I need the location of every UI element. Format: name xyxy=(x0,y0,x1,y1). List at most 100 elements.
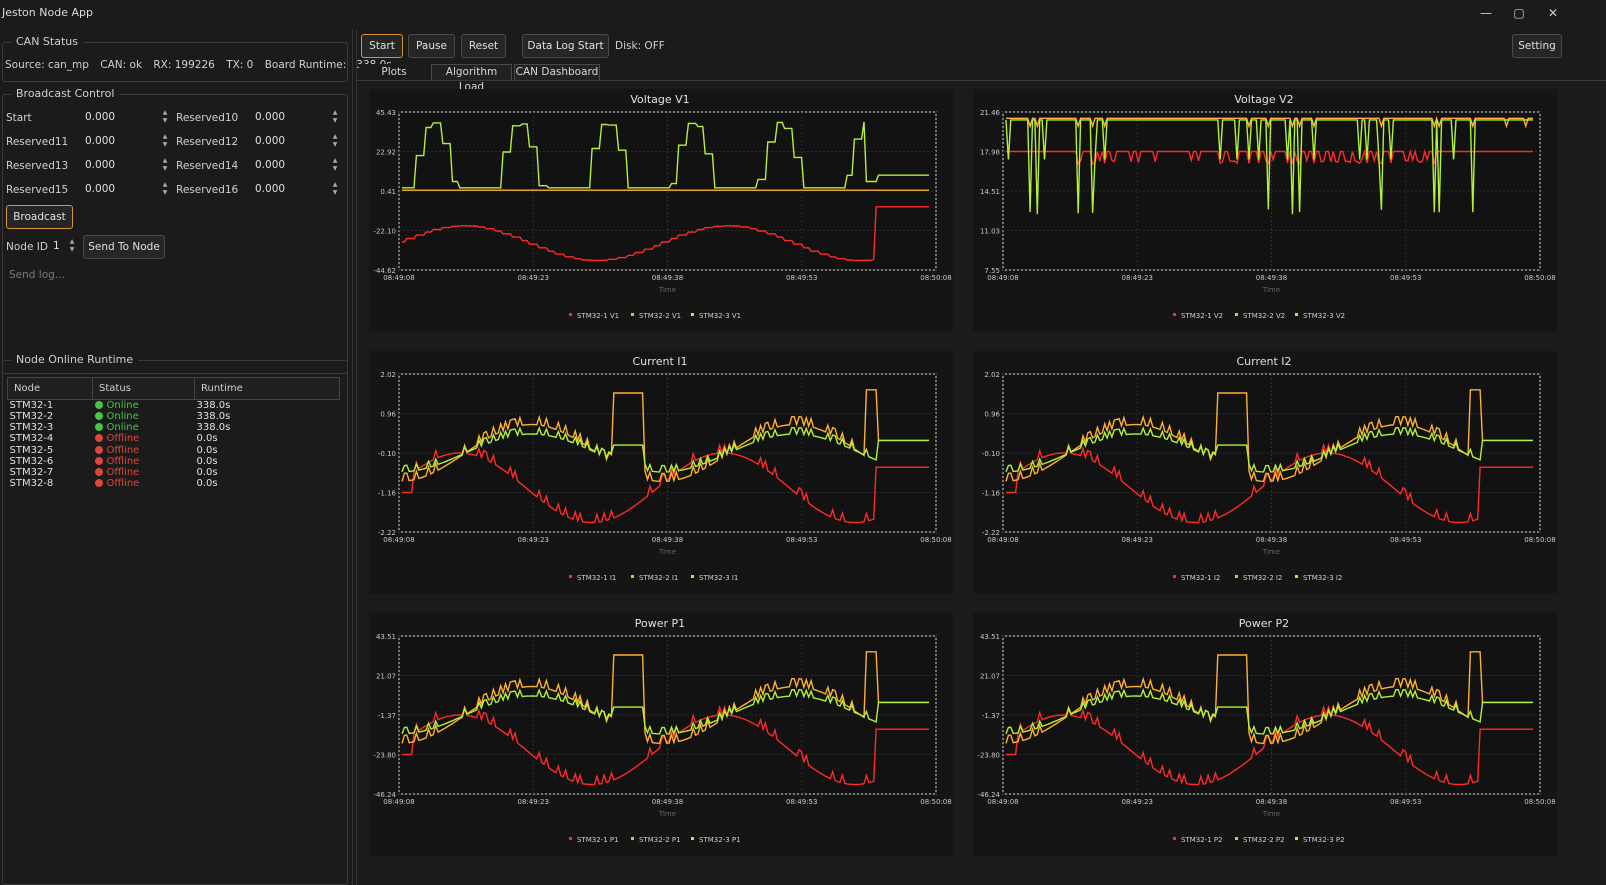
y-tick-label: 43.51 xyxy=(376,633,396,641)
y-tick-label: 14.51 xyxy=(980,188,1000,196)
node-name: STM32-8 xyxy=(9,478,54,490)
x-tick-label: 08:49:23 xyxy=(518,536,549,544)
plot-voltage-v2[interactable]: Voltage V2 21.46 17.98 14.51 11.03 7.55 08:49:… xyxy=(973,89,1557,332)
legend-label[interactable]: STM32-3 I2 xyxy=(1303,574,1342,582)
node-status: Offline xyxy=(93,478,195,489)
y-tick-label: 43.51 xyxy=(980,633,1000,641)
legend-swatch xyxy=(691,313,694,316)
node-runtime: 0.0s xyxy=(196,444,218,456)
y-tick-label: -46.24 xyxy=(977,791,1000,799)
field-input-reserved16[interactable]: 0.000 ▲ ▼ xyxy=(255,181,340,199)
node-name: STM32-5 xyxy=(9,444,54,456)
close-icon[interactable]: ✕ xyxy=(1547,6,1559,20)
x-tick-label: 08:50:08 xyxy=(920,798,951,806)
broadcast-button[interactable]: Broadcast xyxy=(6,205,73,229)
legend-label[interactable]: STM32-2 I2 xyxy=(1243,574,1282,582)
spin-arrows-icon[interactable]: ▲ ▼ xyxy=(162,157,168,172)
legend-label[interactable]: STM32-2 I1 xyxy=(639,574,678,582)
spin-arrows-icon[interactable]: ▲ ▼ xyxy=(162,133,168,148)
data-log-start-button[interactable]: Data Log Start xyxy=(522,34,609,58)
node-runtime: 0.0s xyxy=(196,433,218,445)
table-row[interactable]: STM32-2 Online 338.0s xyxy=(8,411,340,422)
table-row[interactable]: STM32-8 Offline 0.0s xyxy=(8,478,340,489)
y-tick-label: -46.24 xyxy=(373,791,396,799)
send-log-area[interactable]: Send log... xyxy=(9,269,65,281)
plot-power-p1[interactable]: Power P1 43.51 21.07 -1.37 -23.80 -46.24 08:49… xyxy=(369,613,953,856)
field-label-reserved10: Reserved10 xyxy=(176,112,239,124)
plot-voltage-v1[interactable]: Voltage V1 45.43 22.92 0.41 -22.10 -44.62 08:4… xyxy=(369,89,953,332)
legend-label[interactable]: STM32-3 I1 xyxy=(699,574,738,582)
legend-label[interactable]: STM32-3 P1 xyxy=(699,836,741,844)
can-state: CAN: ok xyxy=(100,59,143,71)
table-row[interactable]: STM32-1 Online 338.0s xyxy=(8,400,340,411)
maximize-icon[interactable]: ▢ xyxy=(1513,6,1525,20)
panel-splitter[interactable] xyxy=(352,30,357,885)
tab-can-dashboard[interactable]: CAN Dashboard xyxy=(514,64,600,80)
legend-label[interactable]: STM32-3 P2 xyxy=(1303,836,1345,844)
y-tick-label: 0.41 xyxy=(380,188,396,196)
legend-swatch xyxy=(1295,837,1298,840)
spin-arrows-icon[interactable]: ▲ ▼ xyxy=(69,238,75,253)
table-row[interactable]: STM32-7 Offline 0.0s xyxy=(8,467,340,478)
legend-label[interactable]: STM32-1 I2 xyxy=(1181,574,1220,582)
x-tick-label: 08:50:08 xyxy=(1524,798,1555,806)
legend-label[interactable]: STM32-1 P1 xyxy=(577,836,619,844)
node-online-group: Node Online Runtime xyxy=(2,353,348,885)
field-label-reserved13: Reserved13 xyxy=(6,160,69,172)
legend-label[interactable]: STM32-1 V1 xyxy=(577,312,619,320)
plot-current-i2[interactable]: Current I2 2.02 0.96 -0.10 -1.16 -2.22 08:49:0… xyxy=(973,351,1557,594)
y-tick-label: -2.22 xyxy=(982,529,1000,537)
legend-label[interactable]: STM32-1 I1 xyxy=(577,574,616,582)
legend-label[interactable]: STM32-2 P1 xyxy=(639,836,681,844)
legend-label[interactable]: STM32-3 V1 xyxy=(699,312,741,320)
field-input-reserved13[interactable]: 0.000 ▲ ▼ xyxy=(85,157,170,175)
reset-button[interactable]: Reset xyxy=(461,34,506,58)
spin-arrows-icon[interactable]: ▲ ▼ xyxy=(332,157,338,172)
table-row[interactable]: STM32-5 Offline 0.0s xyxy=(8,445,340,456)
field-input-reserved10[interactable]: 0.000 ▲ ▼ xyxy=(255,109,340,127)
y-tick-label: 11.03 xyxy=(980,228,1000,236)
legend-label[interactable]: STM32-3 V2 xyxy=(1303,312,1345,320)
spin-arrows-icon[interactable]: ▲ ▼ xyxy=(332,181,338,196)
send-to-node-button[interactable]: Send To Node xyxy=(83,235,165,259)
tab-algorithm-load[interactable]: Algorithm Load xyxy=(431,64,512,93)
legend-label[interactable]: STM32-2 V2 xyxy=(1243,312,1285,320)
legend-label[interactable]: STM32-2 P2 xyxy=(1243,836,1285,844)
spin-arrows-icon[interactable]: ▲ ▼ xyxy=(332,109,338,124)
col-node[interactable]: Node xyxy=(7,377,93,400)
spin-arrows-icon[interactable]: ▲ ▼ xyxy=(162,181,168,196)
table-row[interactable]: STM32-6 Offline 0.0s xyxy=(8,456,340,467)
legend-label[interactable]: STM32-1 P2 xyxy=(1181,836,1223,844)
plot-power-p2[interactable]: Power P2 43.51 21.07 -1.37 -23.80 -46.24 08:49… xyxy=(973,613,1557,856)
y-tick-label: 2.02 xyxy=(984,371,1000,379)
status-dot-icon xyxy=(94,423,103,432)
legend-label[interactable]: STM32-2 V1 xyxy=(639,312,681,320)
table-row[interactable]: STM32-3 Online 338.0s xyxy=(8,422,340,433)
legend-swatch xyxy=(1295,313,1298,316)
plot-current-i1[interactable]: Current I1 2.02 0.96 -0.10 -1.16 -2.22 08:49:0… xyxy=(369,351,953,594)
field-input-reserved12[interactable]: 0.000 ▲ ▼ xyxy=(255,133,340,151)
col-runtime[interactable]: Runtime xyxy=(194,377,340,400)
start-button[interactable]: Start xyxy=(361,34,403,58)
field-input-start[interactable]: 0.000 ▲ ▼ xyxy=(85,109,170,127)
legend-label[interactable]: STM32-1 V2 xyxy=(1181,312,1223,320)
setting-button[interactable]: Setting xyxy=(1512,34,1562,58)
spin-arrows-icon[interactable]: ▲ ▼ xyxy=(332,133,338,148)
x-tick-label: 08:50:08 xyxy=(1524,536,1555,544)
can-status-row: Source: can_mp CAN: ok RX: 199226 TX: 0 … xyxy=(5,59,400,71)
y-tick-label: -1.37 xyxy=(378,712,396,720)
status-dot-icon xyxy=(94,479,103,488)
tab-plots[interactable]: Plots xyxy=(359,64,429,80)
field-label-start: Start xyxy=(6,112,32,124)
minimize-icon[interactable]: — xyxy=(1480,6,1492,20)
col-status[interactable]: Status xyxy=(92,377,195,400)
pause-button[interactable]: Pause xyxy=(408,34,455,58)
y-tick-label: 0.96 xyxy=(380,411,396,419)
field-input-reserved15[interactable]: 0.000 ▲ ▼ xyxy=(85,181,170,199)
status-dot-icon xyxy=(94,468,103,477)
field-input-reserved14[interactable]: 0.000 ▲ ▼ xyxy=(255,157,340,175)
node-id-input[interactable]: 1 ▲ ▼ xyxy=(53,238,77,256)
spin-arrows-icon[interactable]: ▲ ▼ xyxy=(162,109,168,124)
field-input-reserved11[interactable]: 0.000 ▲ ▼ xyxy=(85,133,170,151)
table-row[interactable]: STM32-4 Offline 0.0s xyxy=(8,433,340,444)
